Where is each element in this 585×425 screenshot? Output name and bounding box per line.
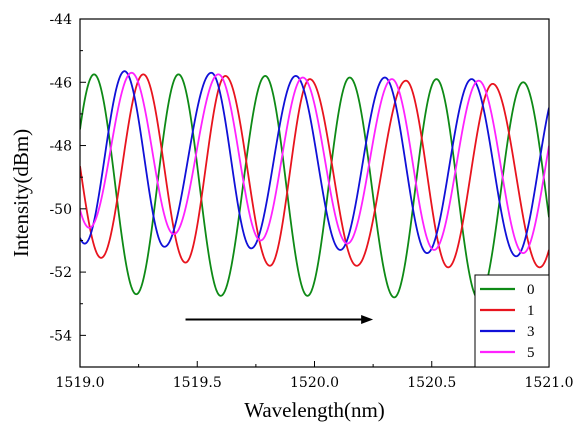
arrow-annotation	[185, 315, 374, 325]
x-tick-label: 1519.5	[173, 375, 222, 391]
legend-label-3: 3	[527, 324, 535, 340]
y-axis-title: Intensity(dBm)	[9, 129, 33, 257]
series-line-5	[80, 71, 549, 255]
x-tick-label: 1521.0	[525, 375, 574, 391]
labels-layer: 1519.0 1519.5 1520.0 1520.5 1521.0 -54 -52 -50 -…	[49, 12, 573, 391]
x-axis-title: Wavelength(nm)	[244, 398, 385, 422]
series-line-1	[80, 73, 549, 269]
legend-label-0: 0	[527, 282, 535, 298]
x-tick-label: 1520.5	[407, 375, 456, 391]
y-tick-label: -44	[49, 12, 72, 28]
y-tick-label: -48	[49, 139, 72, 155]
y-tick-label: -52	[49, 265, 72, 281]
legend-label-5: 5	[527, 345, 535, 361]
legend-label-1: 1	[527, 303, 535, 319]
legend: 0 1 3 5	[474, 274, 550, 368]
series-line-0	[80, 73, 549, 300]
series-line-3	[80, 70, 549, 258]
arrow-head	[361, 315, 374, 325]
x-tick-label: 1519.0	[56, 375, 105, 391]
y-tick-label: -46	[49, 75, 72, 91]
series-layer	[80, 70, 549, 300]
y-tick-label: -50	[49, 202, 72, 218]
x-tick-label: 1520.0	[290, 375, 339, 391]
y-tick-label: -54	[49, 328, 72, 344]
